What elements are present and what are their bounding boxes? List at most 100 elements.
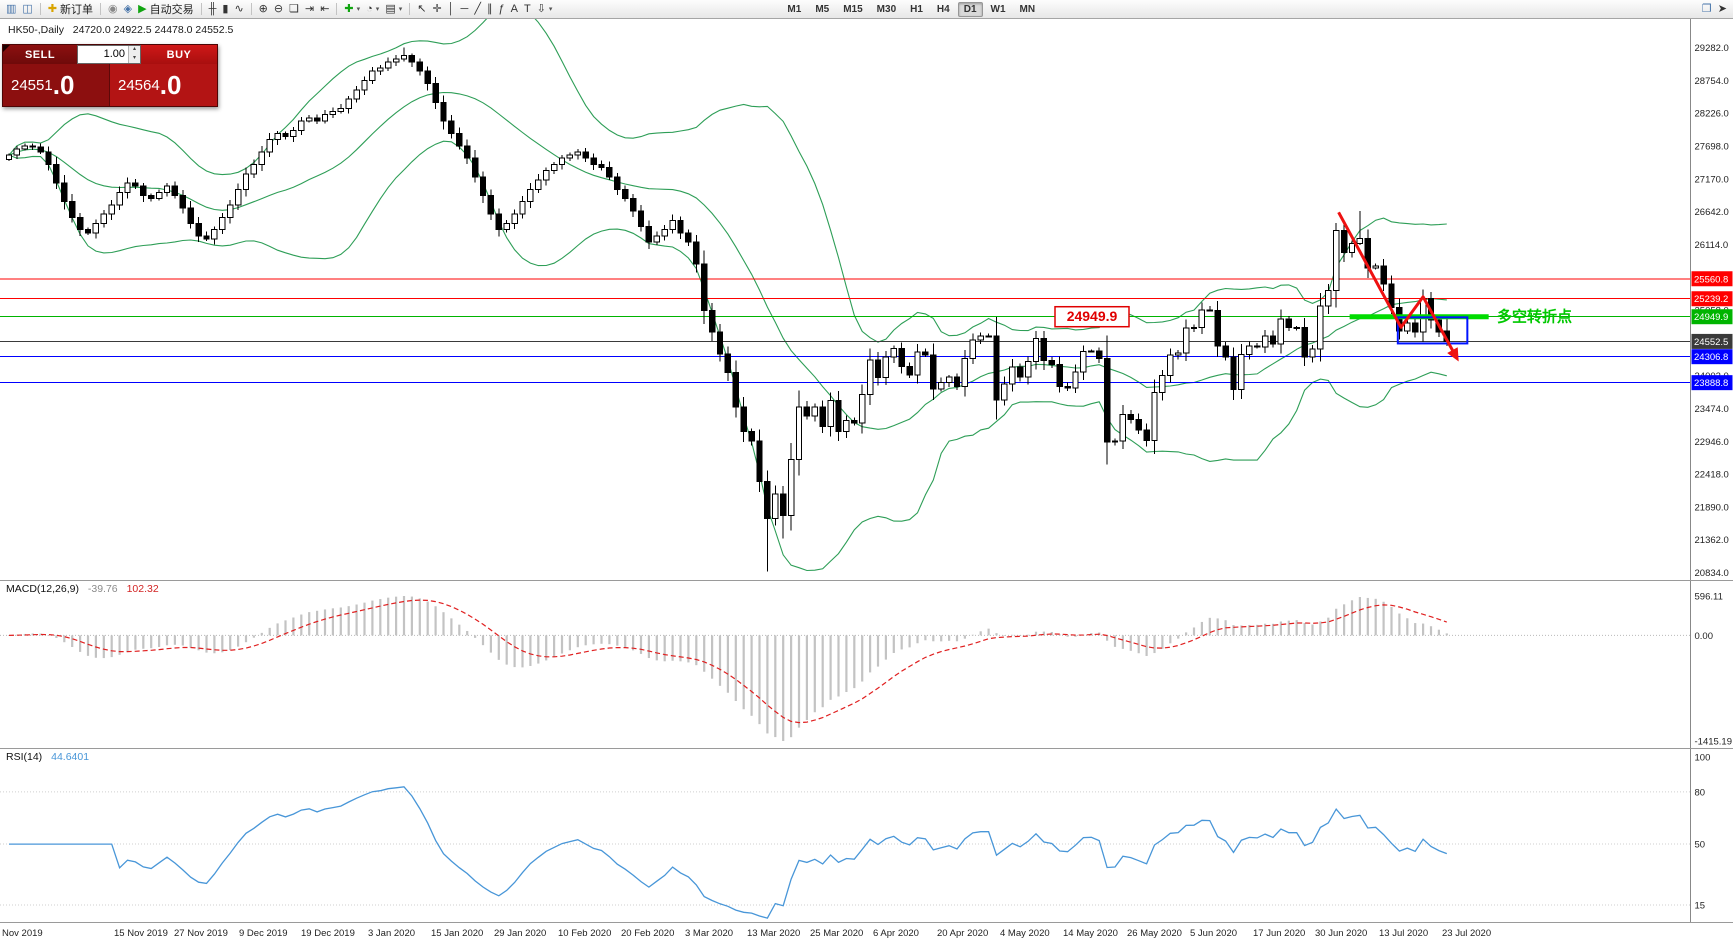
- bollinger-bands[interactable]: [8, 3, 1447, 572]
- timeframe-m15-button[interactable]: M15: [843, 3, 863, 15]
- timeframe-m5-button[interactable]: M5: [815, 3, 830, 15]
- horizontal-levels[interactable]: [0, 278, 1691, 384]
- buy-price[interactable]: 24564 .0: [110, 64, 217, 106]
- autotrading-button-glyph: ▶: [138, 3, 147, 15]
- templates-icon-caret[interactable]: ▾: [398, 6, 403, 13]
- indicators-icon[interactable]: ✚ ▾: [341, 1, 363, 17]
- price-level-badge: [1691, 333, 1733, 349]
- line-chart-icon[interactable]: ∿: [231, 1, 246, 17]
- cursor-icon[interactable]: ↖: [414, 1, 429, 17]
- timeframe-m30-button[interactable]: M30: [876, 3, 897, 15]
- svg-text:21890.0: 21890.0: [1695, 502, 1729, 513]
- rsi-indicator-label: RSI(14) 44.6401: [6, 751, 89, 763]
- one-click-trading-panel: SELL 1.00 ▴ ▾ BUY 24551 .0 24564 .0: [2, 44, 218, 107]
- volume-down-button[interactable]: ▾: [129, 54, 140, 63]
- sell-button[interactable]: SELL: [3, 45, 77, 64]
- price-callout-box[interactable]: [1054, 305, 1130, 328]
- fibonacci-icon-glyph: ƒ: [498, 3, 505, 15]
- toolbar-separator: [39, 3, 41, 15]
- text-icon[interactable]: A: [508, 1, 521, 17]
- arrows-icon-glyph: ⇩: [536, 3, 546, 15]
- bar-chart-icon[interactable]: ╫: [206, 1, 220, 17]
- tile-windows-icon[interactable]: ❏: [286, 1, 302, 17]
- timeframe-m1-button[interactable]: M1: [787, 3, 802, 15]
- timeframe-w1-button[interactable]: W1: [990, 3, 1006, 15]
- crosshair-icon[interactable]: ✛: [429, 1, 444, 17]
- bollinger-upper-line[interactable]: [8, 3, 1447, 343]
- macd-axis-label: 0.00: [1695, 631, 1714, 642]
- svg-text:25560.8: 25560.8: [1694, 274, 1728, 285]
- svg-text:23474.0: 23474.0: [1695, 404, 1729, 415]
- equidistant-channel-icon-glyph: ∥: [486, 3, 493, 15]
- periods-icon[interactable]: ◔ ▾: [363, 1, 382, 17]
- time-axis[interactable]: Nov 2019 15 Nov 2019 27 Nov 2019 9 Dec 2019…: [2, 928, 1491, 939]
- highlight-rectangle[interactable]: [1396, 316, 1469, 345]
- auto-scroll-icon-glyph: ⇥: [304, 3, 315, 15]
- buy-price-big: .0: [159, 70, 182, 100]
- rsi-line[interactable]: [9, 786, 1448, 919]
- equidistant-channel-icon[interactable]: ∥: [484, 1, 496, 17]
- svg-text:17 Jun 2020: 17 Jun 2020: [1253, 928, 1305, 939]
- new-chart-icon[interactable]: ▥: [3, 1, 19, 17]
- buy-price-main: 24564: [118, 76, 160, 94]
- volume-up-button[interactable]: ▴: [129, 46, 140, 55]
- trendline-icon[interactable]: ╱: [471, 1, 484, 17]
- windows-icon[interactable]: ❐: [1699, 1, 1715, 17]
- svg-text:20 Feb 2020: 20 Feb 2020: [621, 928, 674, 939]
- macd-signal-line[interactable]: [8, 599, 1448, 724]
- collapse-triangle-icon[interactable]: [3, 45, 10, 52]
- new-order-button[interactable]: ✚ 新订单: [45, 1, 96, 17]
- bollinger-middle-line[interactable]: [8, 91, 1447, 430]
- zoom-in-icon[interactable]: ⊕: [256, 1, 271, 17]
- chart-profiles-icon[interactable]: ◫: [19, 1, 35, 17]
- auto-scroll-icon[interactable]: ⇥: [302, 1, 317, 17]
- new-order-button-glyph: ✚: [47, 3, 58, 15]
- toolbar-separator: [200, 3, 202, 15]
- price-level-badge: [1691, 271, 1733, 287]
- timeframe-h1-button[interactable]: H1: [910, 3, 923, 15]
- svg-text:21362.0: 21362.0: [1695, 535, 1729, 546]
- text-label-icon-glyph: T: [523, 3, 531, 15]
- periods-icon-caret[interactable]: ▾: [375, 6, 380, 13]
- timeframe-mn-button[interactable]: MN: [1019, 3, 1036, 15]
- periods-icon-glyph: ◔: [366, 3, 373, 15]
- horizontal-line-icon[interactable]: ─: [458, 1, 472, 17]
- indicators-icon-caret[interactable]: ▾: [356, 6, 361, 13]
- turning-point-label[interactable]: 多空转折点: [1497, 308, 1572, 326]
- svg-text:14 May 2020: 14 May 2020: [1063, 928, 1118, 939]
- sell-price[interactable]: 24551 .0: [3, 64, 110, 106]
- timeframe-toolbar: M1 M5 M15 M30 H1 H4 D1 W1 MN: [780, 1, 1042, 17]
- svg-text:26642.0: 26642.0: [1695, 207, 1729, 218]
- autotrading-button[interactable]: ▶ 自动交易: [135, 1, 196, 17]
- svg-text:15 Nov 2019: 15 Nov 2019: [114, 928, 168, 939]
- buy-button[interactable]: BUY: [141, 45, 217, 64]
- text-label-icon[interactable]: T: [521, 1, 534, 17]
- svg-text:10 Feb 2020: 10 Feb 2020: [558, 928, 611, 939]
- volume-value[interactable]: 1.00: [103, 48, 125, 60]
- expert-advisors-icon[interactable]: ◉: [105, 1, 121, 17]
- templates-icon-glyph: ▤: [385, 3, 396, 15]
- trend-arrow[interactable]: [1337, 211, 1458, 358]
- arrows-icon-caret[interactable]: ▾: [548, 6, 553, 13]
- macd-indicator-label: MACD(12,26,9) -39.76 102.32: [6, 583, 159, 595]
- svg-text:13 Jul 2020: 13 Jul 2020: [1379, 928, 1428, 939]
- pointer-icon[interactable]: ➤: [1715, 1, 1730, 17]
- price-axis[interactable]: 29282.0 28754.0 28226.0 27698.0 27170.0 26642…: [1691, 43, 1733, 579]
- chart-shift-icon[interactable]: ⇤: [317, 1, 332, 17]
- zoom-out-icon[interactable]: ⊖: [271, 1, 286, 17]
- price-level-badge: [1691, 375, 1733, 391]
- fibonacci-icon[interactable]: ƒ: [495, 1, 507, 17]
- timeframe-d1-button[interactable]: D1: [957, 1, 983, 17]
- timeframe-h4-button[interactable]: H4: [936, 3, 950, 15]
- price-callout-text: 24949.9: [1067, 308, 1118, 324]
- svg-text:4 May 2020: 4 May 2020: [1000, 928, 1050, 939]
- volume-input[interactable]: 1.00 ▴ ▾: [77, 45, 141, 64]
- arrows-icon[interactable]: ⇩ ▾: [534, 1, 556, 17]
- market-watch-icon[interactable]: ◈: [121, 1, 135, 17]
- candlestick-chart-icon[interactable]: ▮: [219, 1, 231, 17]
- vertical-line-icon[interactable]: │: [445, 1, 458, 17]
- macd-histogram: [7, 596, 1448, 741]
- indicators-icon-glyph: ✚: [344, 3, 354, 15]
- templates-icon[interactable]: ▤ ▾: [382, 1, 405, 17]
